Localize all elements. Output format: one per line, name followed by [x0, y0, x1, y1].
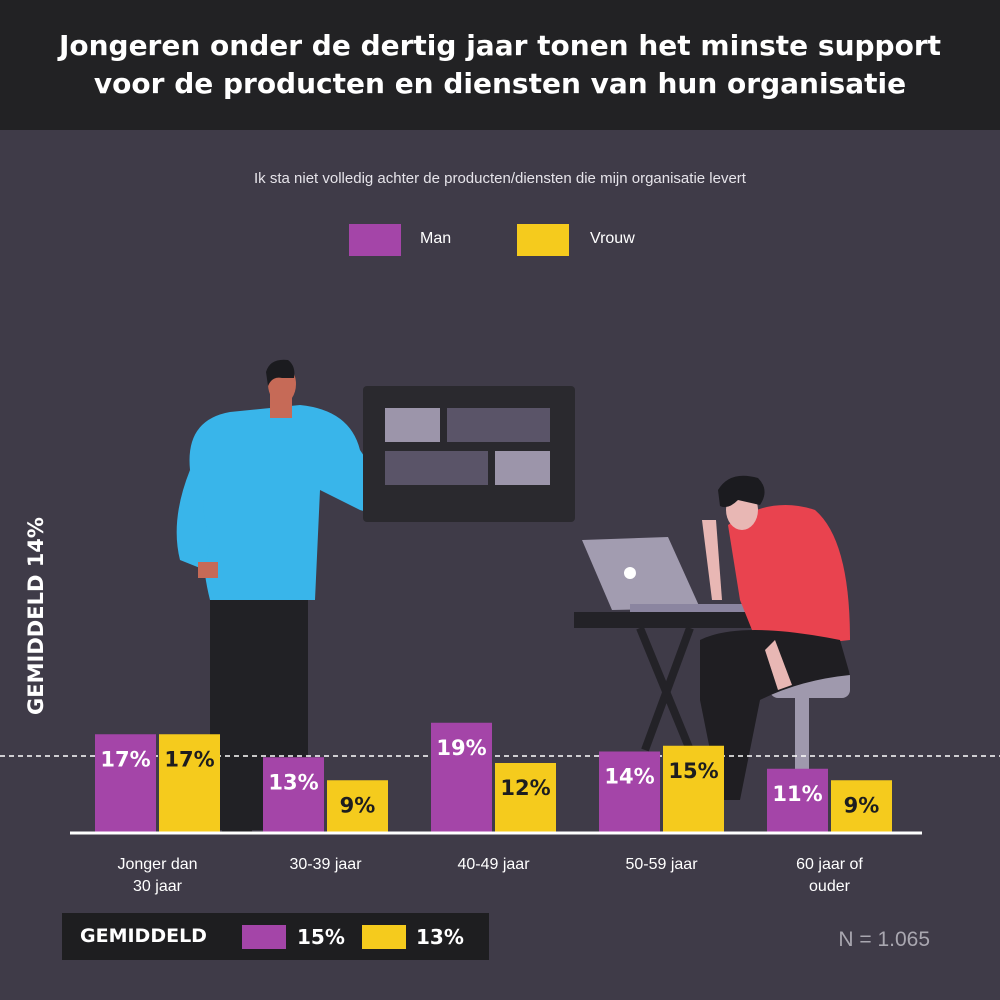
data-label-vrouw-2: 12% [500, 776, 550, 800]
data-label-man-3: 14% [604, 765, 654, 789]
average-man-swatch [242, 925, 286, 949]
average-line-label: GEMIDDELD 14% [24, 517, 48, 715]
data-label-vrouw-1: 9% [340, 793, 376, 817]
average-summary-label: GEMIDDELD [80, 925, 207, 947]
legend-label-vrouw: Vrouw [590, 230, 635, 247]
bar-man-4 [767, 768, 828, 832]
bar-vrouw-2 [495, 763, 556, 832]
legend-swatch-vrouw [517, 224, 569, 256]
data-label-vrouw-0: 17% [164, 747, 214, 771]
x-tick-label-4-line1: ouder [809, 878, 851, 895]
bar-vrouw-0 [159, 734, 220, 832]
bar-man-3 [599, 751, 660, 832]
sample-size: N = 1.065 [838, 928, 930, 951]
bar-vrouw-4 [831, 780, 892, 832]
legend-swatch-man [349, 224, 401, 256]
data-label-man-1: 13% [268, 770, 318, 794]
x-tick-label-1: 30-39 jaar [289, 856, 362, 873]
data-label-vrouw-3: 15% [668, 759, 718, 783]
average-man-value: 15% [297, 925, 345, 949]
average-vrouw-value: 13% [416, 925, 464, 949]
bar-man-0 [95, 734, 156, 832]
chart-subtitle: Ik sta niet volledig achter de producten… [254, 170, 746, 187]
bar-man-1 [263, 757, 324, 832]
data-label-man-4: 11% [772, 782, 822, 806]
board-illustration [363, 386, 575, 522]
data-label-man-2: 19% [436, 736, 486, 760]
bar-vrouw-3 [663, 745, 724, 832]
presenter-illustration [176, 359, 448, 832]
chart-title: Jongeren onder de dertig jaar tonen het … [58, 29, 942, 100]
bar-man-2 [431, 722, 492, 832]
x-tick-label-2: 40-49 jaar [457, 856, 530, 873]
bar-vrouw-1 [327, 780, 388, 832]
x-tick-label-0-line1: 30 jaar [133, 878, 183, 895]
average-vrouw-swatch [362, 925, 406, 949]
x-tick-label-0-line0: Jonger dan [117, 856, 197, 873]
x-tick-label-4-line0: 60 jaar of [796, 856, 863, 873]
legend: Man Vrouw [0, 224, 1000, 258]
x-tick-label-3: 50-59 jaar [625, 856, 698, 873]
data-label-vrouw-4: 9% [844, 793, 880, 817]
header: Jongeren onder de dertig jaar tonen het … [0, 0, 1000, 130]
legend-label-man: Man [420, 230, 452, 247]
average-summary: GEMIDDELD 15% 13% [62, 913, 489, 960]
data-label-man-0: 17% [100, 747, 150, 771]
worker-illustration [574, 475, 850, 800]
